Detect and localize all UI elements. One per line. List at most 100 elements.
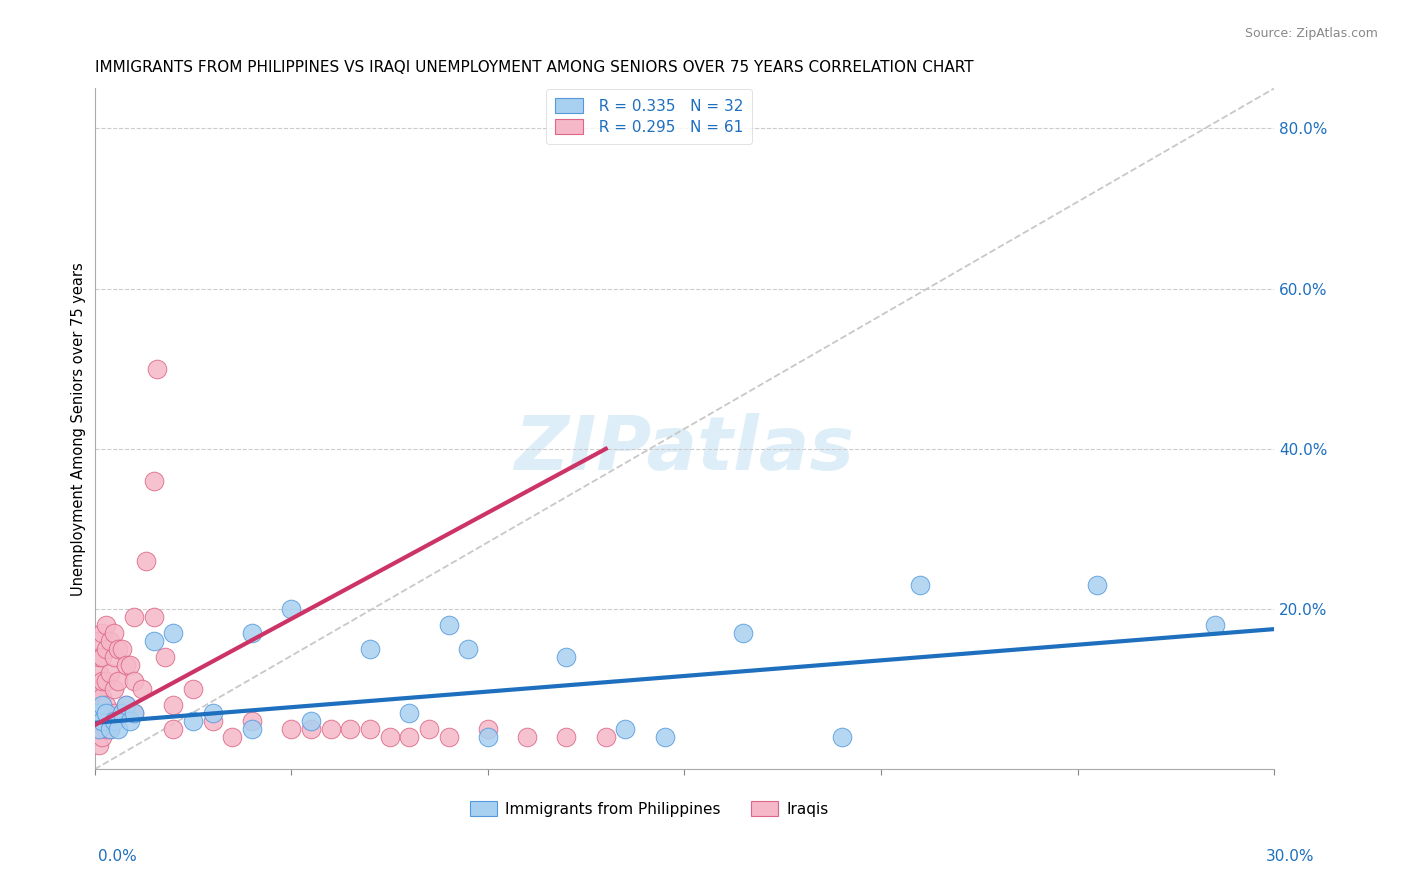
Point	[339, 723, 361, 737]
Point	[115, 658, 138, 673]
Point	[240, 723, 263, 737]
Point	[299, 723, 322, 737]
Point	[91, 698, 114, 713]
Point	[96, 642, 118, 657]
Point	[107, 723, 129, 737]
Point	[118, 714, 141, 729]
Point	[359, 723, 381, 737]
Point	[733, 626, 755, 640]
Point	[91, 674, 114, 689]
Point	[122, 706, 145, 721]
Point	[87, 739, 110, 753]
Point	[280, 602, 302, 616]
Point	[910, 578, 932, 592]
Point	[96, 698, 118, 713]
Point	[87, 723, 110, 737]
Point	[111, 706, 134, 721]
Point	[122, 706, 145, 721]
Text: 30.0%: 30.0%	[1267, 849, 1315, 863]
Point	[201, 714, 224, 729]
Point	[91, 650, 114, 665]
Y-axis label: Unemployment Among Seniors over 75 years: Unemployment Among Seniors over 75 years	[72, 262, 86, 596]
Point	[221, 731, 243, 745]
Point	[87, 666, 110, 681]
Point	[378, 731, 401, 745]
Point	[91, 714, 114, 729]
Point	[131, 682, 153, 697]
Point	[96, 674, 118, 689]
Point	[91, 690, 114, 705]
Point	[516, 731, 538, 745]
Point	[91, 626, 114, 640]
Point	[654, 731, 676, 745]
Point	[87, 650, 110, 665]
Point	[162, 626, 184, 640]
Point	[111, 706, 134, 721]
Point	[96, 723, 118, 737]
Point	[103, 706, 125, 721]
Point	[87, 723, 110, 737]
Point	[135, 554, 157, 568]
Point	[240, 714, 263, 729]
Point	[146, 361, 169, 376]
Point	[107, 674, 129, 689]
Text: ZIPatlas: ZIPatlas	[515, 413, 855, 486]
Point	[398, 731, 420, 745]
Point	[87, 682, 110, 697]
Point	[98, 634, 121, 648]
Point	[122, 674, 145, 689]
Point	[115, 698, 138, 713]
Point	[162, 723, 184, 737]
Point	[122, 610, 145, 624]
Point	[103, 626, 125, 640]
Text: Source: ZipAtlas.com: Source: ZipAtlas.com	[1244, 27, 1378, 40]
Point	[98, 666, 121, 681]
Point	[162, 698, 184, 713]
Point	[142, 634, 165, 648]
Point	[555, 731, 578, 745]
Point	[87, 706, 110, 721]
Point	[181, 682, 204, 697]
Point	[91, 731, 114, 745]
Text: 0.0%: 0.0%	[98, 849, 138, 863]
Point	[398, 706, 420, 721]
Point	[155, 650, 177, 665]
Point	[299, 714, 322, 729]
Point	[111, 642, 134, 657]
Point	[118, 658, 141, 673]
Legend: Immigrants from Philippines, Iraqis: Immigrants from Philippines, Iraqis	[464, 795, 835, 823]
Point	[201, 706, 224, 721]
Point	[98, 723, 121, 737]
Text: IMMIGRANTS FROM PHILIPPINES VS IRAQI UNEMPLOYMENT AMONG SENIORS OVER 75 YEARS CO: IMMIGRANTS FROM PHILIPPINES VS IRAQI UNE…	[94, 60, 973, 75]
Point	[96, 706, 118, 721]
Point	[103, 650, 125, 665]
Point	[240, 626, 263, 640]
Point	[96, 618, 118, 632]
Point	[437, 731, 460, 745]
Point	[91, 714, 114, 729]
Point	[87, 690, 110, 705]
Point	[103, 682, 125, 697]
Point	[98, 723, 121, 737]
Point	[477, 731, 499, 745]
Point	[142, 610, 165, 624]
Point	[319, 723, 342, 737]
Point	[418, 723, 440, 737]
Point	[359, 642, 381, 657]
Point	[437, 618, 460, 632]
Point	[1087, 578, 1109, 592]
Point	[555, 650, 578, 665]
Point	[831, 731, 853, 745]
Point	[181, 714, 204, 729]
Point	[87, 634, 110, 648]
Point	[477, 723, 499, 737]
Point	[142, 474, 165, 488]
Point	[1204, 618, 1226, 632]
Point	[280, 723, 302, 737]
Point	[595, 731, 617, 745]
Point	[614, 723, 637, 737]
Point	[107, 642, 129, 657]
Point	[103, 714, 125, 729]
Point	[87, 706, 110, 721]
Point	[457, 642, 479, 657]
